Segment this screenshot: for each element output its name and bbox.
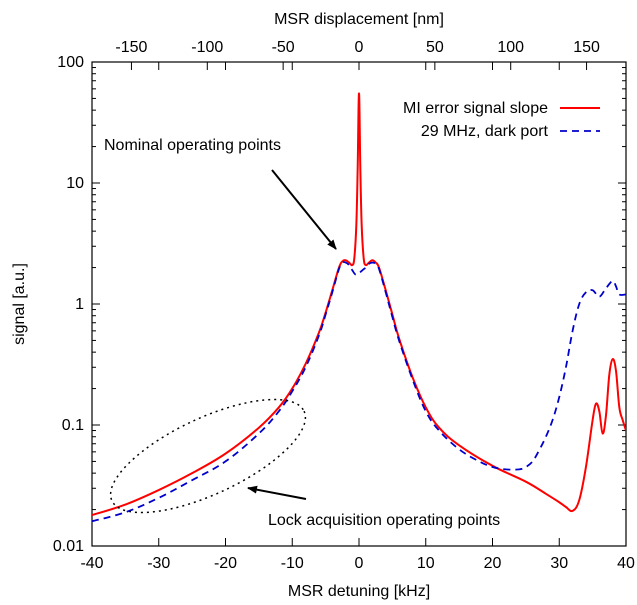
- lock-region-ellipse: [109, 398, 307, 514]
- ticks: [91, 61, 627, 547]
- x2-tick-label: -150: [115, 39, 147, 56]
- x2-axis-label: MSR displacement [nm]: [274, 11, 444, 28]
- y-tick-label: 10: [66, 175, 84, 192]
- x2-tick-label: -50: [272, 39, 295, 56]
- y-tick-label: 0.01: [53, 538, 84, 555]
- series-line-29mhz-dark-port: [92, 261, 626, 523]
- x2-tick-label: -100: [191, 39, 223, 56]
- y-tick-label: 100: [57, 54, 84, 71]
- x-tick-label: -20: [214, 555, 237, 572]
- x-tick-label: 20: [484, 555, 502, 572]
- y-axis-label: signal [a.u.]: [11, 263, 28, 345]
- series-line-mi-error-signal: [92, 92, 626, 517]
- x-tick-label: 30: [550, 555, 568, 572]
- x-tick-label: -40: [80, 555, 103, 572]
- arrow-nominal-icon: [271, 169, 337, 250]
- legend-label-mi-error-signal: MI error signal slope: [403, 100, 548, 117]
- y-tick-label: 0.1: [62, 417, 84, 434]
- legend: MI error signal slope 29 MHz, dark port: [403, 100, 600, 140]
- x-tick-label: 10: [417, 555, 435, 572]
- x-tick-label: -10: [281, 555, 304, 572]
- x2-tick-label: 100: [497, 39, 524, 56]
- arrow-lock-icon: [247, 485, 307, 500]
- y-tick-label: 1: [75, 296, 84, 313]
- x-tick-label: 0: [355, 555, 364, 572]
- x2-tick-label: 150: [573, 39, 600, 56]
- annotations: Nominal operating points Lock acquisitio…: [104, 137, 500, 529]
- annotation-lock-acquisition-points: Lock acquisition operating points: [268, 512, 500, 529]
- x-tick-label: 40: [617, 555, 635, 572]
- annotation-nominal-operating-points: Nominal operating points: [104, 137, 281, 154]
- tick-labels: -40 -30 -20 -10 0 10 20 30 40-150 -100 -50 0 50 100 15…: [53, 39, 635, 572]
- x2-tick-label: 0: [355, 39, 364, 56]
- x-tick-label: -30: [147, 555, 170, 572]
- x-axis-label: MSR detuning [kHz]: [288, 583, 430, 600]
- x2-tick-label: 50: [426, 39, 444, 56]
- series-layer: [92, 92, 626, 523]
- legend-label-29mhz-dark-port: 29 MHz, dark port: [421, 123, 549, 140]
